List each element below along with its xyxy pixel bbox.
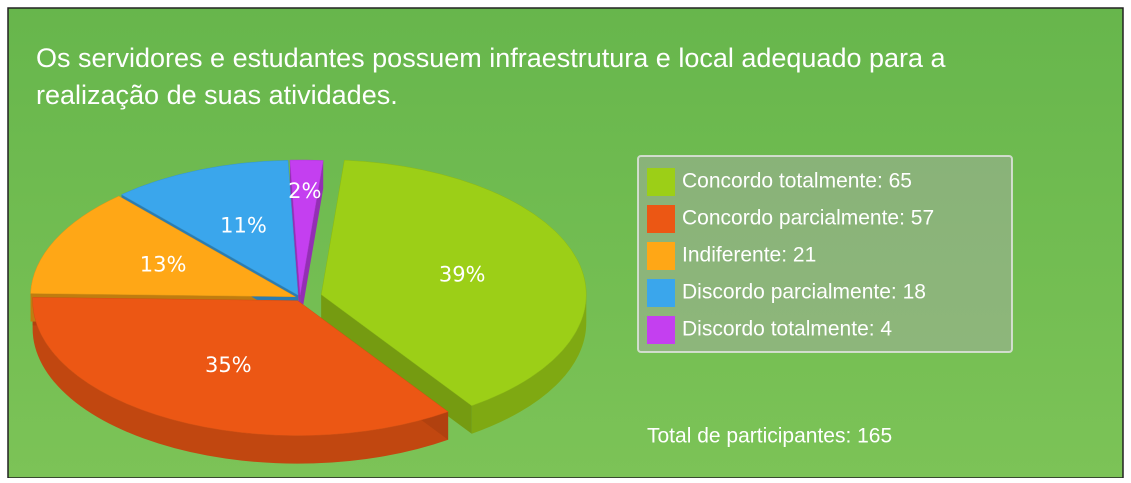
data-label: 39%	[439, 263, 486, 287]
legend-label: Discordo totalmente: 4	[682, 318, 892, 341]
legend-label: Indiferente: 21	[682, 244, 816, 267]
slice	[30, 195, 297, 298]
pie: 39% 35% 13% 11% 2%	[30, 159, 587, 464]
legend-label: Discordo parcialmente: 18	[682, 281, 926, 304]
slice-side	[471, 294, 587, 434]
legend-label: Concordo totalmente: 65	[682, 170, 912, 193]
legend-box	[637, 155, 1013, 353]
data-label: 2%	[288, 179, 321, 203]
slice-edge	[289, 160, 301, 324]
slice	[120, 160, 299, 296]
annotation: Total de participantes: 165	[647, 425, 892, 448]
legend-swatch	[647, 279, 675, 307]
slice	[32, 297, 449, 436]
legend: Concordo totalmente: 65 Concordo parcialm…	[647, 168, 934, 344]
legend-swatch	[647, 242, 675, 270]
data-label: 11%	[220, 213, 267, 237]
chart-title: Os servidores e estudantes possuem infra…	[36, 43, 947, 73]
slice	[320, 159, 587, 407]
data-label: 35%	[205, 353, 252, 377]
slice-side	[32, 300, 449, 464]
slice	[289, 159, 324, 296]
legend-swatch	[647, 316, 675, 344]
legend-swatch	[647, 168, 675, 196]
legend-swatch	[647, 205, 675, 233]
slice-edge	[300, 160, 324, 324]
slice-edge	[321, 294, 472, 434]
data-label: 13%	[140, 253, 187, 277]
chart-subtitle: realização de suas atividades.	[36, 80, 398, 110]
legend-label: Concordo parcialmente: 57	[682, 207, 934, 230]
